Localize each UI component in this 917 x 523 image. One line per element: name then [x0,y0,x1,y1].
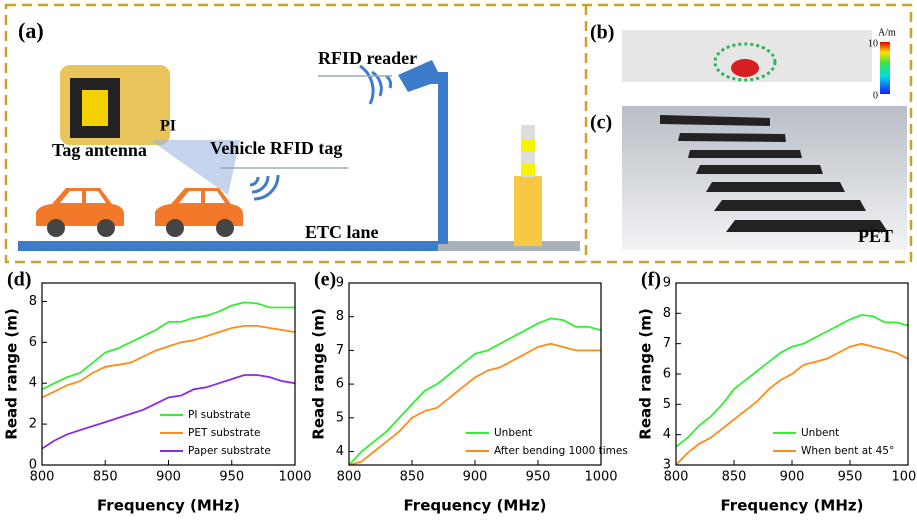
x-axis-title: Frequency (MHz) [721,497,864,515]
data-line [349,318,601,465]
panel-label: (c) [590,112,612,134]
y-tick-label: 8 [663,306,671,321]
barrier-arm [521,140,535,152]
y-axis-title: Read range (m) [3,308,21,439]
barrier-arm [521,164,535,176]
x-tick-label: 800 [30,470,55,485]
barrier [514,176,542,246]
label: Vehicle RFID tag [210,138,342,158]
x-tick-label: 900 [156,470,181,485]
colorbar-label: 0 [873,90,878,101]
colorbar-unit: A/m [878,27,896,38]
label: PET [858,226,893,246]
signal [360,66,391,104]
y-tick-label: 6 [336,377,344,392]
x-tick-label: 900 [463,470,488,485]
x-tick-label: 850 [722,470,747,485]
y-tick-label: 6 [663,367,671,382]
y-tick-label: 6 [29,335,37,350]
panel-label: (d) [7,269,31,291]
legend-label: After bending 1000 times [494,445,628,457]
legend-label: Unbent [801,427,839,439]
y-tick-label: 9 [663,276,671,291]
label: RFID reader [318,48,417,68]
y-tick-label: 8 [29,294,37,309]
y-tick-label: 9 [336,276,344,291]
x-tick-label: 950 [219,470,244,485]
x-axis-title: Frequency (MHz) [404,497,547,515]
x-tick-label: 950 [526,470,551,485]
legend-label: When bent at 45° [801,445,894,457]
x-tick-label: 850 [93,470,118,485]
legend-label: Unbent [494,427,532,439]
y-tick-label: 4 [29,376,37,391]
x-axis-title: Frequency (MHz) [97,497,240,515]
legend-label: PI substrate [188,409,250,421]
data-line [676,315,908,447]
y-tick-label: 7 [336,343,344,358]
panel-label: (f) [641,269,661,291]
x-tick-label: 950 [838,470,863,485]
x-tick-label: 1000 [278,470,311,485]
label: ETC lane [305,222,379,242]
x-tick-label: 1000 [891,470,917,485]
x-tick-label: 800 [664,470,689,485]
figure: (a) ETC lane PI Tag antenna Vehicle RFID… [0,0,917,523]
data-line [42,326,295,398]
colorbar-label: 10 [868,38,878,49]
signal [250,175,278,199]
y-tick-label: 7 [663,336,671,351]
x-tick-label: 1000 [584,470,617,485]
x-tick-label: 850 [400,470,425,485]
legend-label: PET substrate [188,427,260,439]
x-tick-label: 900 [780,470,805,485]
field-map [731,59,759,77]
legend-label: Paper substrate [188,445,271,457]
label: PI [160,118,176,135]
y-tick-label: 2 [29,417,37,432]
y-axis-title: Read range (m) [310,308,328,439]
y-tick-label: 5 [336,410,344,425]
y-tick-label: 4 [663,427,671,442]
road [438,241,580,251]
y-tick-label: 8 [336,309,344,324]
tag-photo [82,90,108,126]
plot-frame [349,283,601,465]
colorbar [880,42,890,94]
label: Tag antenna [52,140,147,160]
y-axis-title: Read range (m) [637,308,655,439]
camera [428,72,448,84]
panel-label: (b) [590,22,614,44]
y-tick-label: 4 [336,444,344,459]
pole [438,78,448,244]
panel-label: (e) [314,269,336,291]
panel-label: (a) [18,18,44,43]
road [18,241,438,251]
x-tick-label: 800 [337,470,362,485]
y-tick-label: 5 [663,397,671,412]
